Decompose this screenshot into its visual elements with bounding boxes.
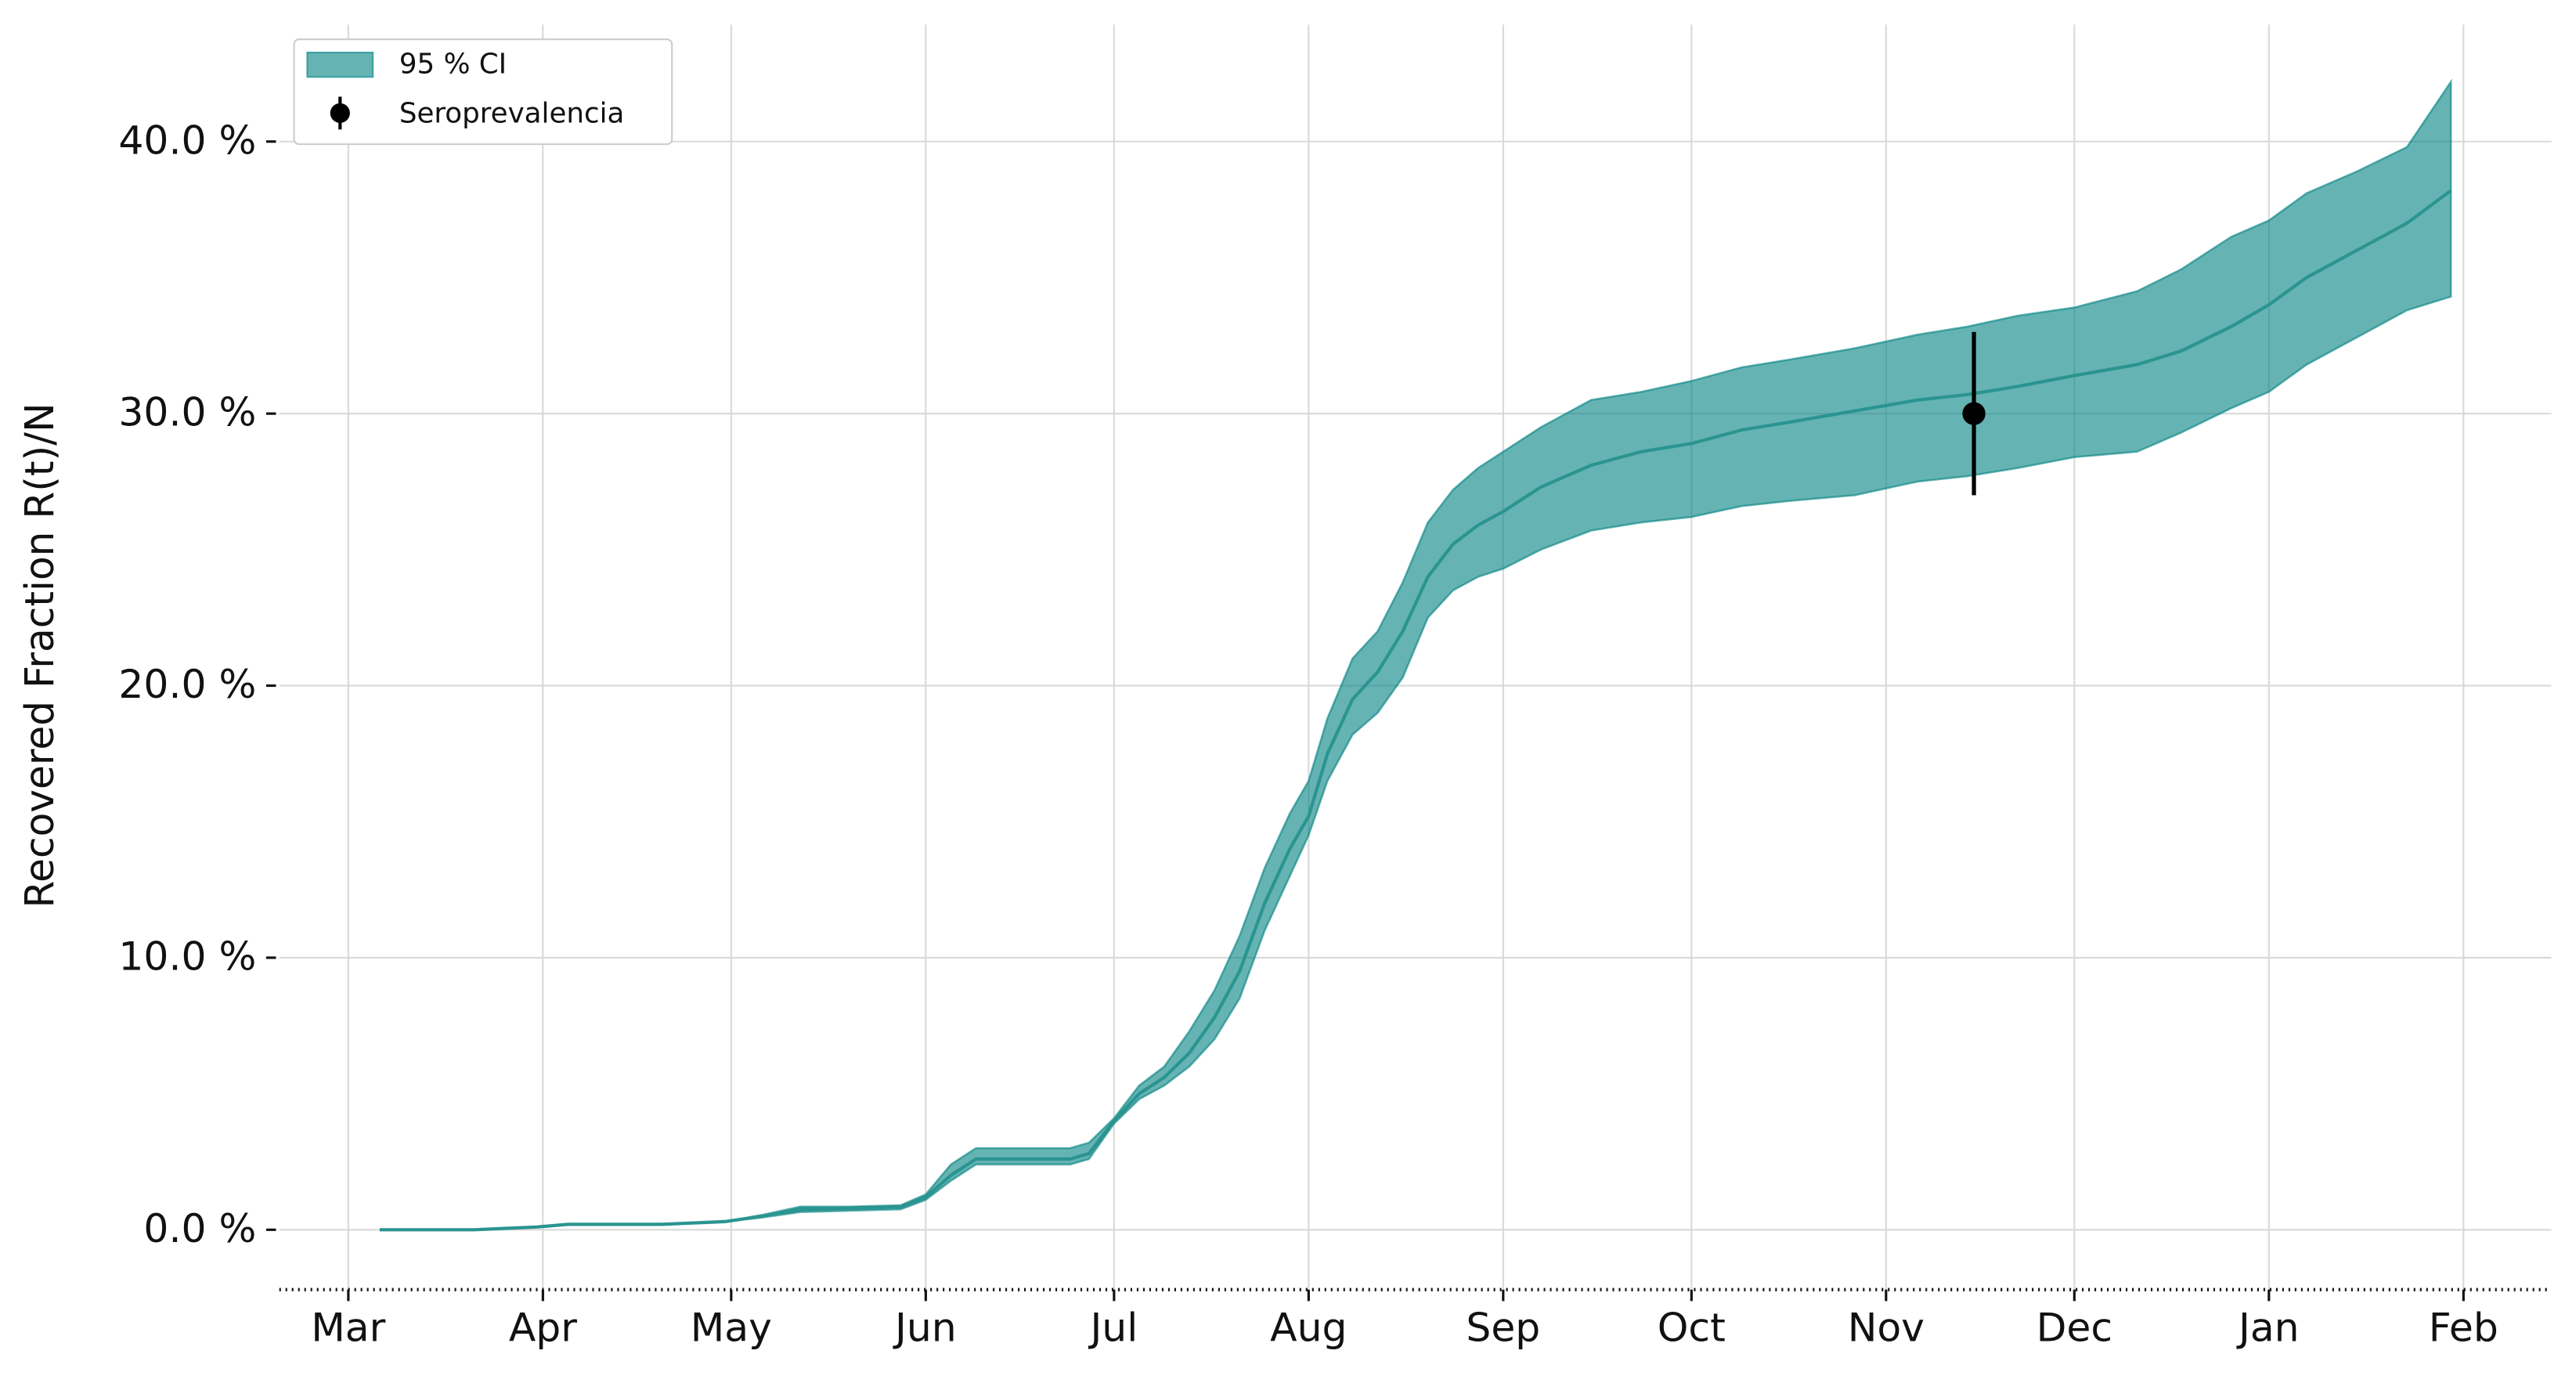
x-tick-label: Jun — [893, 1305, 957, 1351]
x-tick-label: Sep — [1466, 1305, 1540, 1351]
plot-area — [379, 78, 2452, 1232]
y-tick-label: 20.0 % — [118, 661, 256, 707]
x-tick-label: Jul — [1088, 1305, 1138, 1351]
x-tick-label: Jan — [2236, 1305, 2300, 1351]
x-tick-label: Oct — [1658, 1305, 1726, 1351]
y-tick-label: 10.0 % — [118, 933, 256, 980]
y-tick-label: 30.0 % — [118, 389, 256, 435]
x-tick-label: May — [691, 1305, 772, 1351]
x-tick-label: Feb — [2429, 1305, 2498, 1351]
grid: 0.0 % 10.0 % 20.0 % 30.0 % 40.0 % Mar Apr May Ju… — [118, 24, 2552, 1351]
x-tick-label: Nov — [1848, 1305, 1925, 1351]
y-axis-label: Recovered Fraction R(t)/N — [16, 403, 63, 908]
legend: 95 % CI Seroprevalencia — [293, 38, 673, 146]
x-tick-label: Aug — [1270, 1305, 1347, 1351]
ci-band — [379, 78, 2452, 1231]
legend-swatch — [306, 51, 374, 78]
y-tick-label: 40.0 % — [118, 117, 256, 163]
x-tick-label: Mar — [311, 1305, 385, 1351]
y-tick-label: 0.0 % — [143, 1205, 256, 1251]
x-tick-label: Apr — [509, 1305, 577, 1351]
legend-label: Seroprevalencia — [399, 97, 624, 129]
data-point — [1962, 402, 1986, 425]
x-tick-label: Dec — [2037, 1305, 2112, 1351]
median-line — [379, 189, 2452, 1232]
legend-marker — [330, 103, 350, 123]
legend-frame — [293, 38, 673, 146]
legend-label: 95 % CI — [399, 49, 507, 81]
